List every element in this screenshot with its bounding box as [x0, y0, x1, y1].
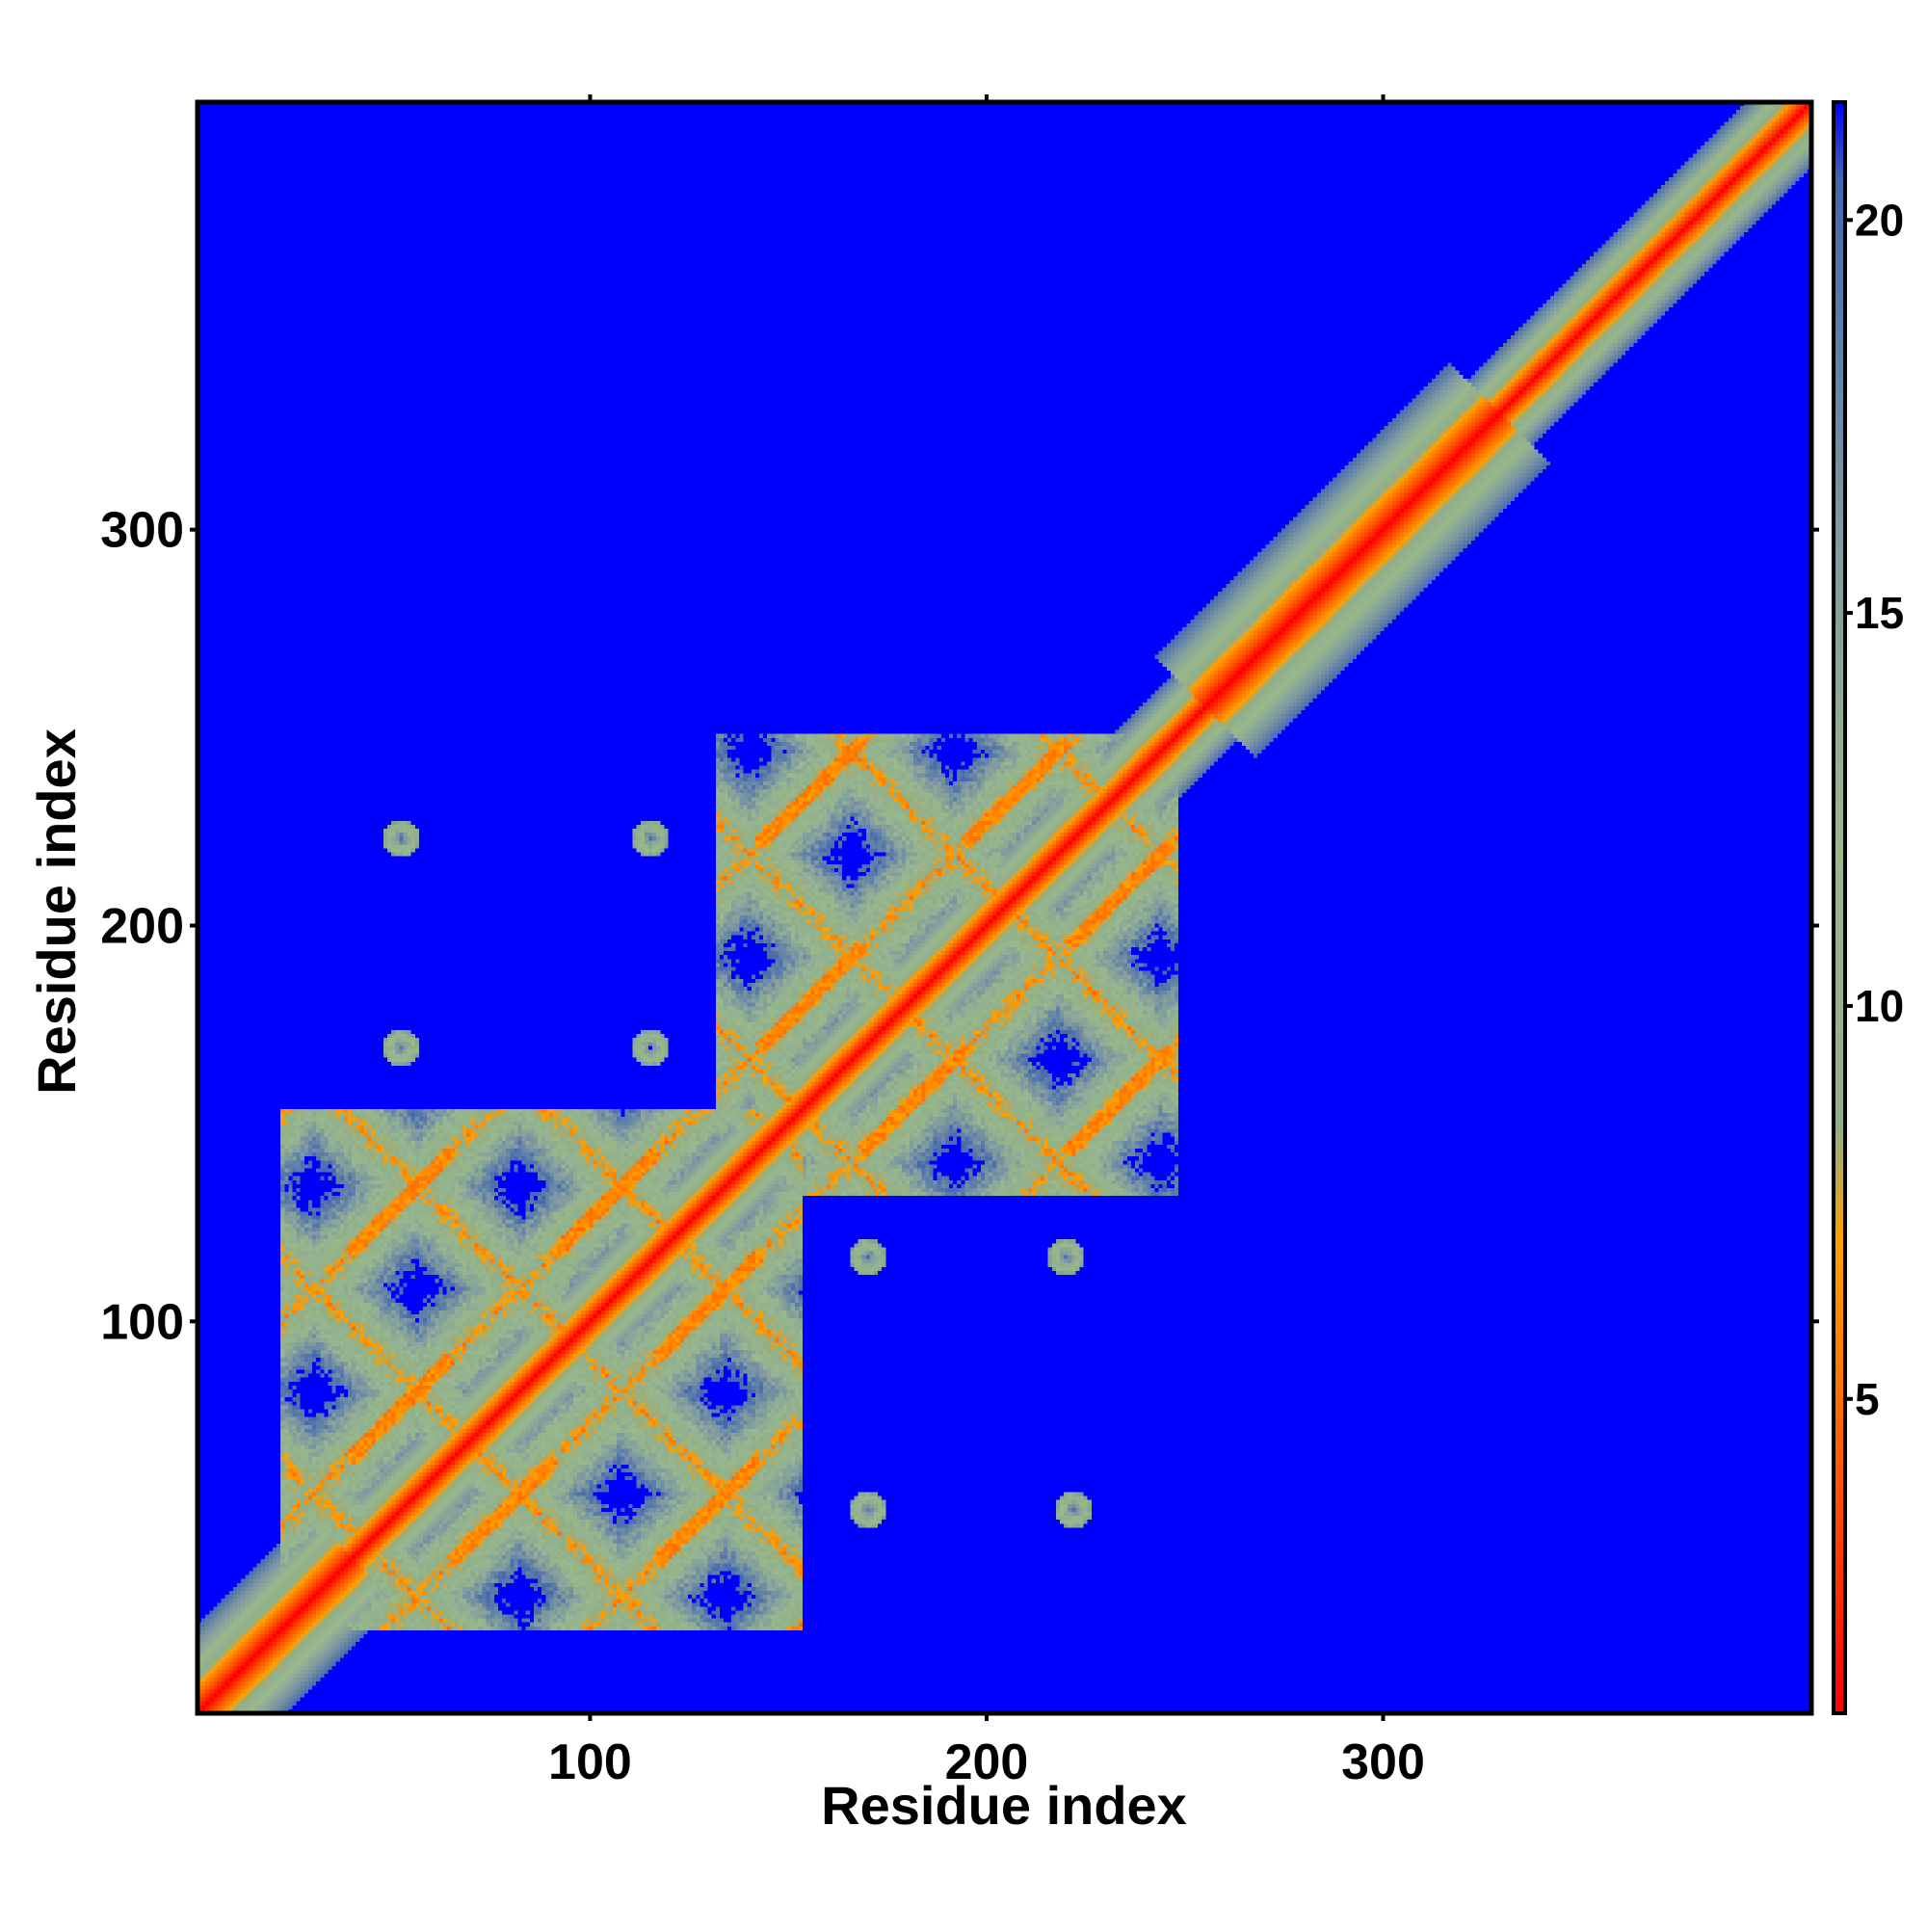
x-axis-title: Residue index	[821, 1775, 1187, 1836]
x-axis-ticks: 100 200 300	[548, 94, 1425, 1790]
y-tick-label: 200	[100, 898, 184, 954]
y-axis-ticks: 100 200 300	[100, 503, 1819, 1350]
colorbar-tick-label: 5	[1855, 1374, 1880, 1424]
x-tick-label: 100	[548, 1734, 632, 1790]
heatmap-layer	[198, 102, 1811, 1713]
colorbar-tick-label: 20	[1855, 195, 1904, 245]
y-tick-label: 100	[100, 1294, 184, 1350]
heatmap-image	[198, 102, 1811, 1713]
x-tick-label: 200	[945, 1734, 1029, 1790]
colorbar-tick-label: 15	[1855, 588, 1904, 638]
colorbar-tick-label: 10	[1855, 981, 1904, 1031]
colorbar-ticks: 5 10 15 20	[1845, 195, 1904, 1424]
plot-frame	[195, 99, 1814, 1716]
colorbar: 5 10 15 20	[1832, 100, 1904, 1715]
y-tick-label: 300	[100, 503, 184, 559]
x-tick-label: 300	[1341, 1734, 1425, 1790]
colorbar-gradient	[1832, 100, 1847, 1715]
y-axis-title: Residue index	[26, 728, 87, 1095]
